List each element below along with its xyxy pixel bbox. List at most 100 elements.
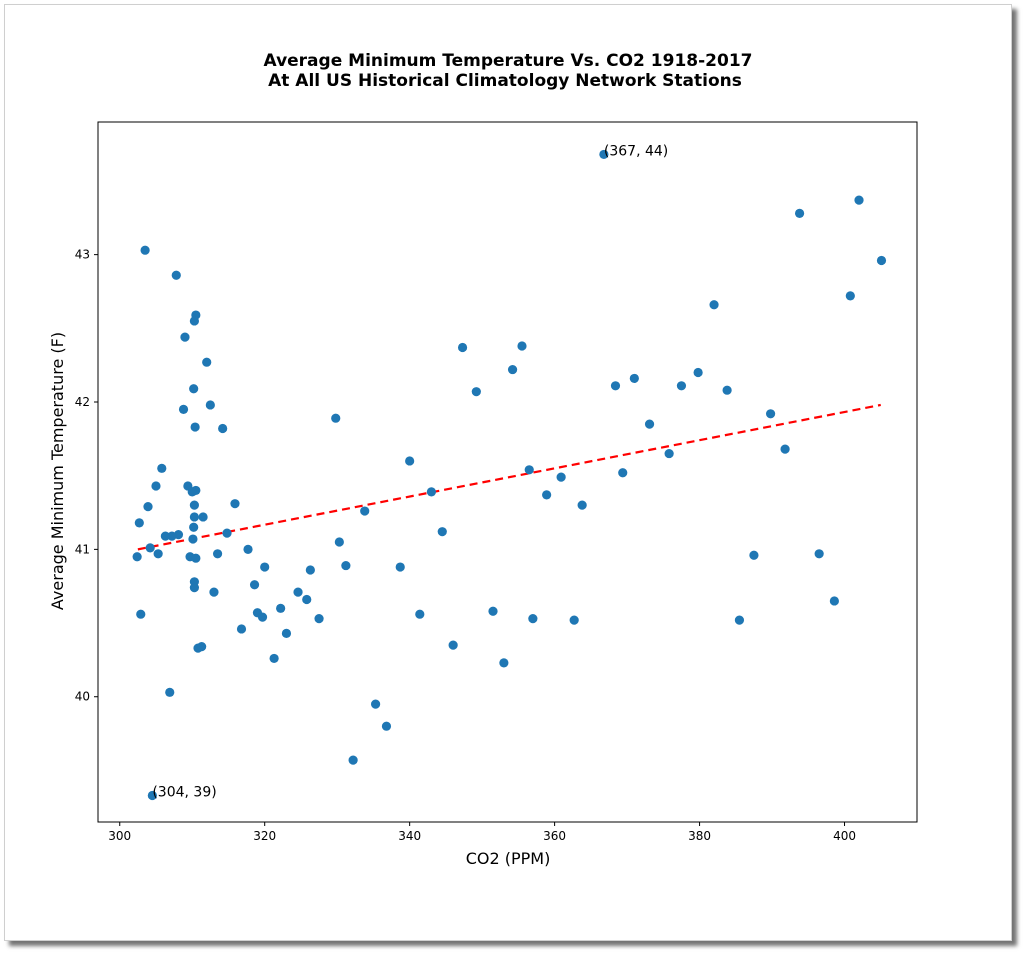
scatter-point [143,502,153,512]
scatter-point [370,699,381,709]
scatter-point [153,549,163,559]
scatter-point [395,562,405,572]
scatter-point [334,537,344,547]
scatter-point [305,565,315,575]
scatter-point [348,755,358,765]
x-tick-label: 320 [253,829,276,843]
scatter-point [189,512,199,522]
scatter-point [749,550,759,560]
scatter-point [734,615,745,625]
figure-frame [4,4,1012,941]
scatter-point [145,543,155,553]
scatter-point [197,642,207,652]
scatter-point [136,609,146,619]
scatter-point [151,481,161,491]
scatter-point [599,149,609,160]
data-points [132,149,887,801]
scatter-point [524,465,534,475]
scatter-point [488,606,498,616]
scatter-point [360,506,370,516]
x-tick-label: 300 [108,829,131,843]
y-tick-label: 42 [75,395,90,409]
scatter-point [260,562,270,572]
x-axis-label: CO2 (PPM) [466,849,551,868]
scatter-point [426,487,436,497]
scatter-point [205,400,215,410]
scatter-point [190,422,200,432]
scatter-point [457,342,468,353]
scatter-point [854,195,864,205]
axis-ticks: 300 320 340 360 380 400 40 41 42 43 [75,248,856,843]
scatter-point [845,291,855,301]
scatter-point [331,413,341,423]
scatter-point [189,384,199,394]
scatter-point [165,687,175,697]
chart-title-line2: At All US Historical Climatology Network… [268,71,742,91]
scatter-point [171,270,181,280]
scatter-point [269,653,279,664]
scatter-point [629,373,639,384]
scatter-point [191,553,201,563]
scatter-point [794,208,805,218]
annotations: (367, 44) (304, 39) [152,143,668,800]
scatter-point [814,549,824,559]
scatter-point [709,300,719,310]
scatter-point [218,423,228,434]
scatter-point [160,531,171,541]
scatter-point [188,534,198,544]
scatter-point [577,500,587,510]
scatter-point [664,448,674,459]
x-tick-label: 400 [833,829,856,843]
scatter-point [293,587,303,597]
scatter-point [257,612,268,622]
point-annotation: (367, 44) [604,143,668,159]
x-tick-label: 380 [688,829,711,843]
y-tick-label: 41 [75,542,90,556]
scatter-point [405,456,415,466]
scatter-point [644,419,655,429]
scatter-point [189,500,199,510]
trendline-group [137,403,881,551]
scatter-point [178,404,189,414]
scatter-point [765,409,776,419]
scatter-point [134,518,144,528]
scatter-point [556,472,566,482]
scatter-point [132,552,142,562]
trendline [137,403,881,551]
scatter-point [528,614,538,624]
y-tick-label: 43 [75,248,90,262]
scatter-point [448,640,458,650]
scatter-point [230,499,240,509]
scatter-point [341,560,351,571]
y-axis-label: Average Minimum Temperature (F) [48,332,67,610]
scatter-point [189,522,199,532]
scatter-point [281,628,292,638]
x-tick-label: 360 [543,829,566,843]
scatter-point [187,487,197,497]
scatter-point [437,527,447,537]
scatter-point [780,444,790,454]
scatter-point [202,357,212,367]
scatter-point [471,387,481,397]
scatter-point [140,245,150,255]
scatter-point [829,596,839,606]
x-tick-label: 340 [398,829,421,843]
scatter-point [209,587,219,597]
scatter-point [189,583,199,593]
scatter-point [180,332,190,342]
scatter-point [276,603,286,613]
point-annotation: (304, 39) [152,784,216,800]
scatter-point [676,381,687,391]
scatter-point [693,367,703,378]
scatter-point [610,381,621,391]
scatter-point [167,531,177,541]
scatter-point [147,790,157,801]
scatter-point [507,364,518,375]
scatter-point [542,490,552,500]
scatter-point [876,255,887,266]
chart-title-line1: Average Minimum Temperature Vs. CO2 1918… [264,51,753,71]
scatter-point [314,614,324,624]
scatter-point [249,580,260,590]
scatter-point [243,544,253,554]
